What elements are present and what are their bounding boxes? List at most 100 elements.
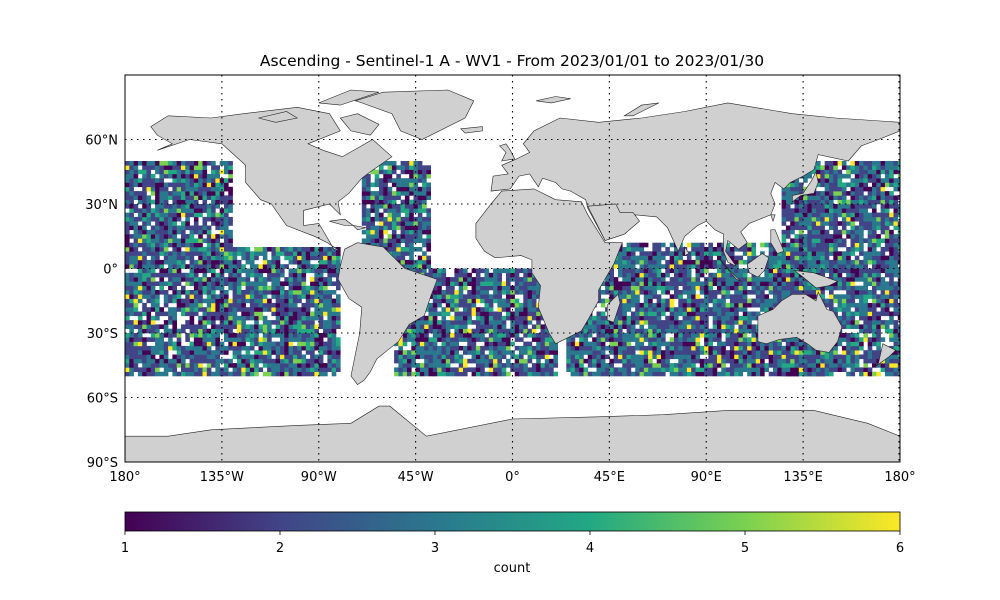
heat-cell: [777, 268, 782, 274]
heat-cell: [146, 367, 152, 372]
heat-cell: [531, 367, 537, 372]
heat-cell: [150, 229, 156, 235]
heat-cell: [618, 281, 623, 286]
heat-cell: [721, 302, 726, 308]
heat-cell: [618, 337, 623, 342]
heat-cell: [288, 311, 294, 317]
heat-cell: [172, 285, 177, 291]
heat-cell: [682, 281, 688, 286]
heat-cell: [419, 324, 425, 329]
heat-cell: [215, 341, 220, 347]
heat-cell: [275, 333, 281, 338]
heat-cell: [211, 281, 216, 286]
heat-cell: [794, 186, 800, 192]
heat-cell: [475, 337, 481, 342]
heat-cell: [314, 354, 319, 360]
heat-cell: [652, 363, 657, 368]
heat-cell: [777, 277, 782, 282]
heat-cell: [168, 358, 173, 364]
heat-cell: [241, 247, 246, 252]
heat-cell: [445, 294, 451, 299]
heat-cell: [678, 311, 683, 317]
heat-cell: [146, 264, 152, 269]
heat-cell: [146, 324, 152, 329]
heat-cell: [785, 285, 791, 291]
heat-cell: [150, 173, 156, 179]
heat-cell: [146, 259, 152, 265]
heat-cell: [288, 345, 294, 351]
heat-cell: [181, 350, 186, 355]
heat-cell: [463, 367, 468, 372]
heat-cell: [760, 371, 765, 377]
heat-cell: [394, 354, 399, 360]
heat-cell: [146, 247, 152, 252]
heat-cell: [639, 251, 645, 256]
heat-cell: [523, 290, 528, 295]
heat-cell: [155, 367, 160, 372]
heat-cell: [249, 311, 255, 317]
heat-cell: [336, 255, 341, 261]
heat-cell: [133, 367, 139, 372]
heat-cell: [172, 259, 177, 265]
heat-cell: [142, 255, 147, 261]
heat-cell: [176, 165, 182, 170]
heat-cell: [198, 259, 203, 265]
heat-cell: [626, 358, 632, 364]
heat-cell: [185, 337, 190, 342]
heat-cell: [323, 324, 328, 329]
heat-cell: [258, 302, 264, 308]
heat-cell: [314, 247, 319, 252]
heat-cell: [807, 234, 812, 239]
heat-cell: [536, 320, 541, 325]
heat-cell: [133, 341, 139, 347]
heat-cell: [288, 341, 294, 347]
heat-cell: [798, 358, 804, 364]
heat-cell: [185, 363, 190, 368]
heat-cell: [777, 285, 782, 291]
heat-cell: [305, 350, 311, 355]
heat-cell: [176, 169, 182, 175]
heat-cell: [583, 367, 589, 372]
heat-cell: [785, 264, 791, 269]
heat-cell: [781, 367, 787, 372]
heat-cell: [729, 333, 735, 338]
heat-cell: [785, 204, 791, 209]
heat-cell: [596, 367, 602, 372]
heat-cell: [536, 337, 541, 342]
heat-cell: [734, 328, 739, 334]
heat-cell: [622, 358, 627, 364]
heat-cell: [198, 341, 203, 347]
heat-cell: [790, 216, 795, 222]
heat-cell: [310, 337, 315, 342]
heat-cell: [288, 320, 294, 325]
heat-cell: [323, 363, 328, 368]
heat-cell: [189, 195, 195, 200]
heat-cell: [146, 182, 152, 188]
heat-cell: [484, 277, 490, 282]
heat-cell: [441, 268, 447, 274]
heat-cell: [314, 328, 319, 334]
heat-cell: [471, 298, 477, 304]
heat-cell: [400, 165, 406, 170]
heat-cell: [704, 268, 709, 274]
heat-cell: [206, 259, 212, 265]
heat-cell: [630, 285, 636, 291]
heat-cell: [387, 186, 393, 192]
heat-cell: [661, 251, 666, 256]
heat-cell: [747, 371, 752, 377]
heat-cell: [695, 298, 701, 304]
heat-cell: [370, 191, 375, 196]
heat-cell: [215, 204, 220, 209]
heat-cell: [493, 324, 498, 329]
heat-cell: [189, 290, 195, 295]
heat-cell: [790, 367, 795, 372]
heat-cell: [292, 333, 298, 338]
heat-cell: [531, 371, 537, 377]
heat-cell: [245, 324, 251, 329]
heat-cell: [409, 229, 414, 235]
heat-cell: [648, 311, 653, 317]
heat-cell: [699, 290, 705, 295]
heat-cell: [566, 345, 571, 351]
heat-cell: [600, 324, 606, 329]
heat-cell: [189, 208, 195, 213]
